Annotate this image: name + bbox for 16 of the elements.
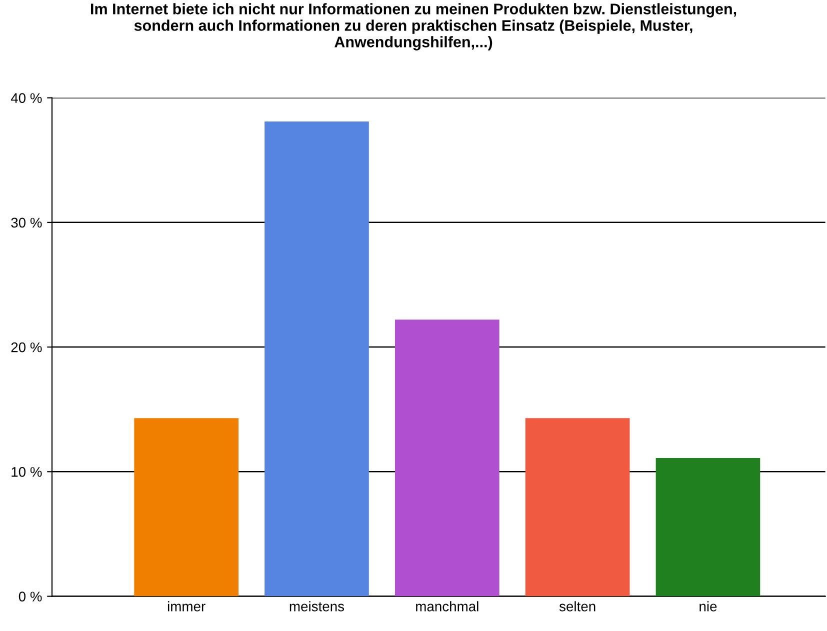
bar: [264, 121, 369, 596]
y-tick-label: 40 %: [10, 93, 42, 103]
x-tick-label: manchmal: [416, 601, 478, 612]
x-tick-label: selten: [559, 601, 596, 612]
x-tick-label: meistens: [290, 601, 344, 612]
x-tick-label: immer: [168, 601, 206, 612]
y-tick-label: 10 %: [12, 467, 42, 477]
x-tick-label: nie: [700, 601, 717, 612]
y-tick-label: 20 %: [11, 342, 42, 352]
y-tick-label: 30 %: [11, 218, 42, 228]
chart-title: Im Internet biete ich nicht nur Informationen zu meinen Produkten bzw. Dienstleistungen, sondern auch Informationen zu deren praktischen Einsatz (Beispiele, Muster, Anwendungshilfen,...): [91, 3, 736, 50]
y-tick-label: 0 %: [18, 592, 42, 602]
bar: [134, 418, 238, 596]
bar: [394, 320, 500, 596]
bar: [656, 458, 760, 596]
bar: [525, 418, 630, 596]
